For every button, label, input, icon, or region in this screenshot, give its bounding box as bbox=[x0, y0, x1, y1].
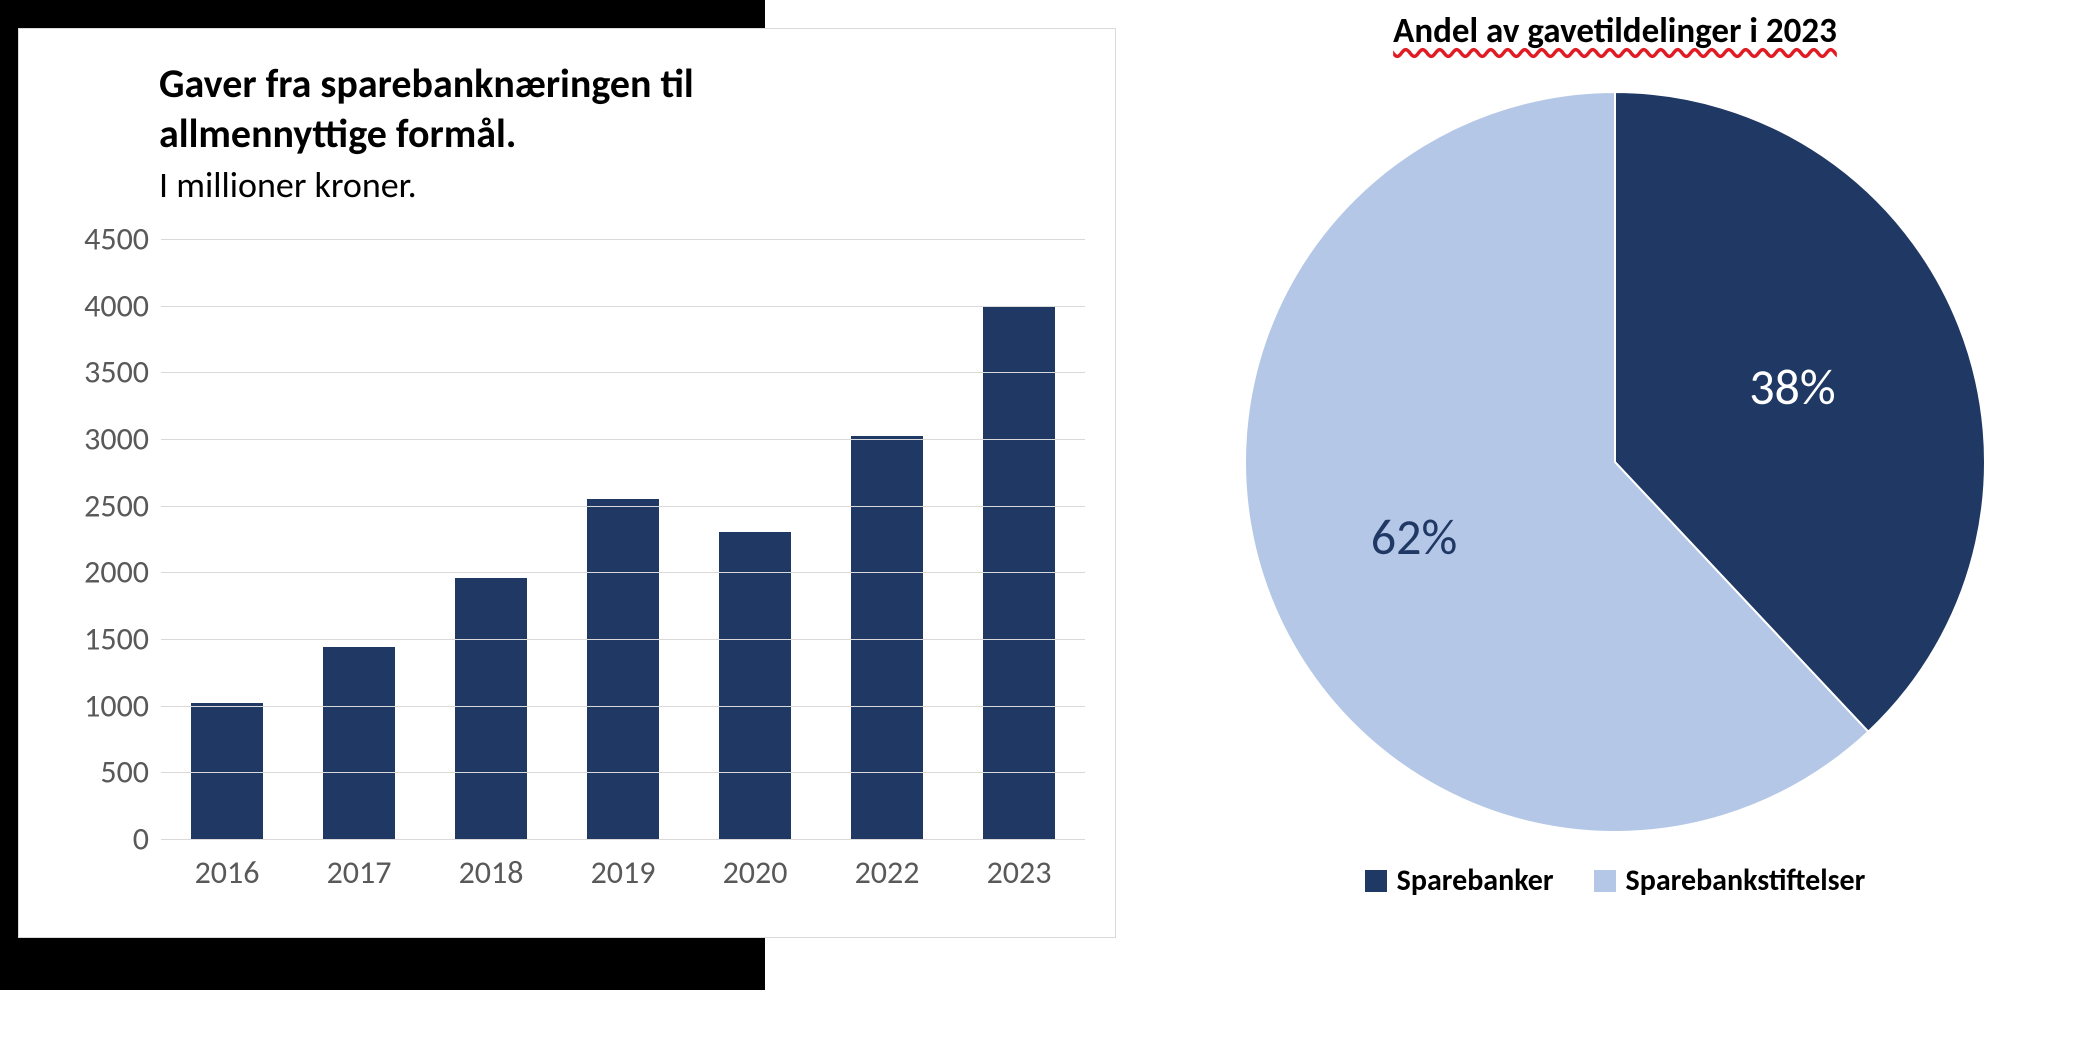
bar bbox=[587, 499, 659, 839]
y-tick-label: 2000 bbox=[84, 553, 149, 592]
bar-chart-y-axis: 050010001500200025003000350040004500 bbox=[61, 239, 157, 839]
pie-svg bbox=[1245, 92, 1985, 832]
x-tick-label: 2017 bbox=[293, 853, 425, 892]
bar-chart-subtitle: I millioner kroner. bbox=[159, 163, 694, 207]
legend-label: Sparebankstiftelser bbox=[1626, 862, 1866, 899]
pie-chart-panel: Andel av gavetildelinger i 2023 38% 62% S… bbox=[1180, 10, 2050, 1010]
x-tick-label: 2019 bbox=[557, 853, 689, 892]
bar-chart-x-labels: 2016201720182019202020222023 bbox=[161, 853, 1085, 892]
bar-chart-plot-area bbox=[161, 239, 1085, 839]
bar-chart-bars-row bbox=[161, 239, 1085, 839]
y-tick-label: 0 bbox=[133, 820, 149, 859]
pie-slice-label: 62% bbox=[1371, 507, 1457, 568]
x-tick-label: 2018 bbox=[425, 853, 557, 892]
legend-item: Sparebankstiftelser bbox=[1594, 862, 1866, 899]
y-tick-label: 3000 bbox=[84, 420, 149, 459]
x-tick-label: 2022 bbox=[821, 853, 953, 892]
legend-swatch bbox=[1594, 870, 1616, 892]
y-tick-label: 4000 bbox=[84, 286, 149, 325]
pie-chart-legend: Sparebanker Sparebankstiftelser bbox=[1180, 862, 2050, 899]
gridline bbox=[161, 372, 1085, 373]
pie-chart-wrap: 38% 62% bbox=[1245, 92, 1985, 832]
bar-slot bbox=[689, 239, 821, 839]
legend-label: Sparebanker bbox=[1397, 862, 1554, 899]
bar bbox=[719, 532, 791, 839]
bar-slot bbox=[161, 239, 293, 839]
bar-slot bbox=[293, 239, 425, 839]
bar bbox=[851, 436, 923, 839]
x-tick-label: 2020 bbox=[689, 853, 821, 892]
gridline bbox=[161, 506, 1085, 507]
bar-chart-title-line1: Gaver fra sparebanknæringen til bbox=[159, 59, 694, 109]
bar bbox=[323, 647, 395, 839]
gridline bbox=[161, 239, 1085, 240]
gridline bbox=[161, 572, 1085, 573]
bar-chart-area: 050010001500200025003000350040004500 201… bbox=[61, 239, 1085, 839]
bar-chart-title-line2: allmennyttige formål. bbox=[159, 109, 694, 159]
y-tick-label: 3500 bbox=[84, 353, 149, 392]
y-tick-label: 1000 bbox=[84, 686, 149, 725]
bar-chart-panel: Gaver fra sparebanknæringen til allmenny… bbox=[18, 28, 1116, 938]
pie-slice-label: 38% bbox=[1749, 357, 1835, 418]
bar-slot bbox=[821, 239, 953, 839]
pie-chart-title: Andel av gavetildelinger i 2023 bbox=[1180, 10, 2050, 52]
gridline bbox=[161, 706, 1085, 707]
bar-slot bbox=[425, 239, 557, 839]
gridline bbox=[161, 772, 1085, 773]
x-tick-label: 2023 bbox=[953, 853, 1085, 892]
y-tick-label: 2500 bbox=[84, 486, 149, 525]
y-tick-label: 1500 bbox=[84, 620, 149, 659]
y-tick-label: 500 bbox=[100, 753, 149, 792]
bar-slot bbox=[953, 239, 1085, 839]
x-tick-label: 2016 bbox=[161, 853, 293, 892]
gridline bbox=[161, 839, 1085, 840]
gridline bbox=[161, 639, 1085, 640]
gridline bbox=[161, 306, 1085, 307]
y-tick-label: 4500 bbox=[84, 220, 149, 259]
bar-chart-title-block: Gaver fra sparebanknæringen til allmenny… bbox=[159, 59, 694, 207]
bar-slot bbox=[557, 239, 689, 839]
bar bbox=[191, 703, 263, 839]
legend-item: Sparebanker bbox=[1365, 862, 1554, 899]
bar bbox=[455, 578, 527, 839]
legend-swatch bbox=[1365, 870, 1387, 892]
gridline bbox=[161, 439, 1085, 440]
